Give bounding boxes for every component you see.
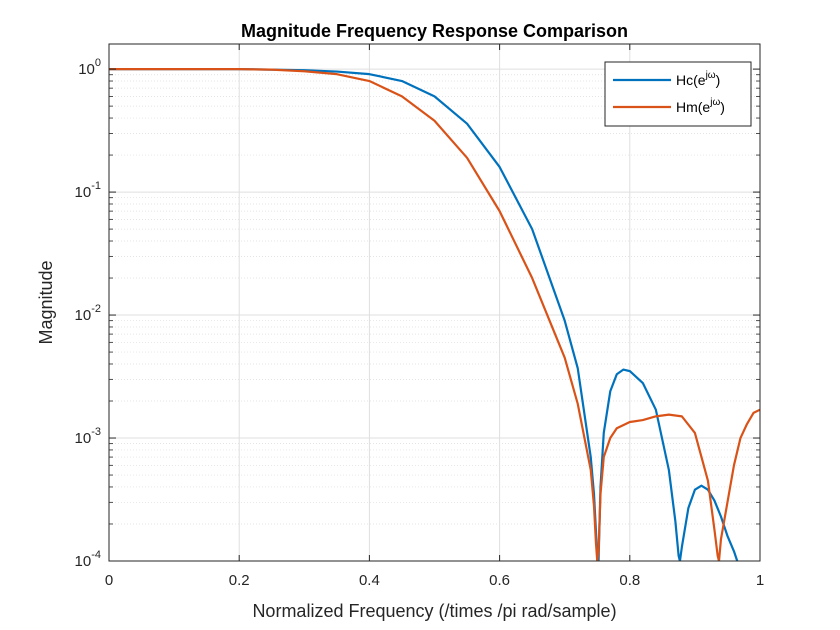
x-tick-label: 0.8 (619, 572, 640, 589)
y-axis-label: Magnitude (36, 260, 56, 344)
ticks: 0 0.2 0.4 0.6 0.8 1 100 10-1 10-2 10-3 10-4 (75, 44, 764, 589)
legend: Hc(ejω) Hm(ejω) (604, 61, 752, 127)
y-tick-label: 10-2 (75, 303, 101, 324)
x-tick-label: 0 (105, 572, 113, 589)
chart-title: Magnitude Frequency Response Comparison (241, 21, 628, 41)
legend-box (604, 61, 752, 127)
axes-box (108, 43, 761, 562)
legend-label-2: Hm(ejω) (676, 97, 725, 115)
series-line-1 (109, 67, 739, 561)
series-line-2 (109, 67, 760, 561)
x-tick-label: 0.6 (489, 572, 510, 589)
series-layer (109, 67, 760, 561)
y-tick-label: 10-1 (75, 180, 101, 201)
x-tick-label: 1 (756, 572, 764, 589)
x-axis-label: Normalized Frequency (/times /pi rad/sam… (252, 601, 616, 621)
y-tick-label: 100 (78, 57, 101, 78)
y-tick-label: 10-3 (75, 426, 101, 447)
x-tick-label: 0.4 (359, 572, 380, 589)
y-tick-label: 10-4 (75, 549, 101, 570)
x-tick-label: 0.2 (229, 572, 250, 589)
legend-label-1: Hc(ejω) (676, 70, 720, 88)
